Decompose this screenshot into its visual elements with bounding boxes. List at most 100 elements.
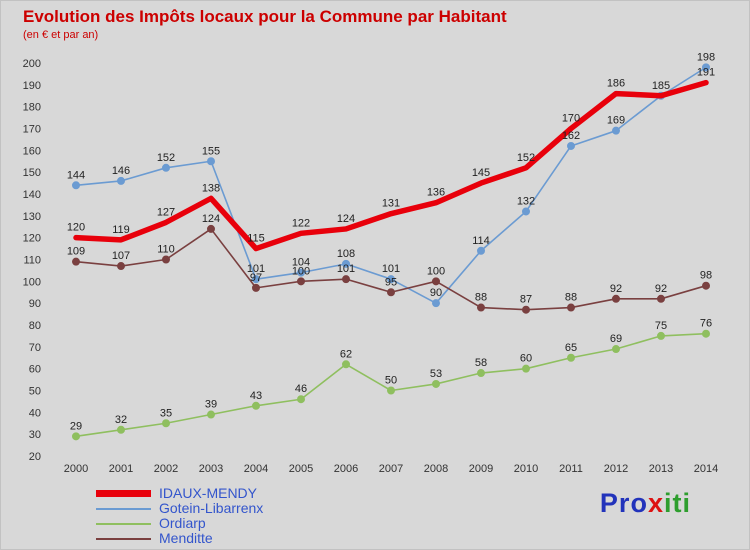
legend-label: Gotein-Libarrenx xyxy=(159,500,264,516)
data-point xyxy=(342,275,350,284)
data-label: 155 xyxy=(202,145,220,157)
data-label: 120 xyxy=(67,222,85,234)
x-tick-label: 2000 xyxy=(64,463,88,475)
data-point xyxy=(72,257,80,266)
data-label: 76 xyxy=(700,318,712,330)
data-point xyxy=(612,294,620,303)
x-tick-label: 2007 xyxy=(379,463,403,475)
data-point xyxy=(207,410,215,419)
data-point xyxy=(522,207,530,216)
data-label: 97 xyxy=(250,272,262,284)
y-tick-label: 200 xyxy=(23,58,41,70)
data-label: 29 xyxy=(70,420,82,432)
data-label: 101 xyxy=(337,263,355,275)
x-tick-label: 2005 xyxy=(289,463,313,475)
x-tick-label: 2006 xyxy=(334,463,358,475)
y-tick-label: 40 xyxy=(29,407,41,419)
chart-title: Evolution des Impôts locaux pour la Comm… xyxy=(23,7,507,26)
data-label: 107 xyxy=(112,250,130,262)
data-point xyxy=(342,360,350,369)
data-label: 146 xyxy=(112,165,130,177)
y-tick-label: 150 xyxy=(23,167,41,179)
data-label: 46 xyxy=(295,383,307,395)
data-point xyxy=(477,246,485,255)
data-label: 53 xyxy=(430,368,442,380)
data-label: 131 xyxy=(382,198,400,210)
legend-item-idaux-mendy: IDAUX-MENDY xyxy=(96,486,263,501)
data-label: 114 xyxy=(472,235,490,247)
proxiti-logo[interactable]: Proxiti xyxy=(600,488,691,519)
data-label: 75 xyxy=(655,320,667,332)
data-label: 124 xyxy=(202,213,220,225)
data-point xyxy=(612,126,620,135)
data-point xyxy=(702,281,710,290)
series-line-idaux-mendy xyxy=(73,79,709,252)
data-label: 186 xyxy=(607,78,625,90)
data-label: 98 xyxy=(700,270,712,282)
data-point xyxy=(162,163,170,172)
data-label: 132 xyxy=(517,195,535,207)
data-label: 58 xyxy=(475,357,487,369)
y-tick-label: 140 xyxy=(23,189,41,201)
data-label: 104 xyxy=(292,257,310,269)
x-tick-label: 2002 xyxy=(154,463,178,475)
data-label: 62 xyxy=(340,348,352,360)
data-point xyxy=(117,425,125,434)
y-tick-label: 60 xyxy=(29,364,41,376)
data-point xyxy=(297,277,305,286)
data-point xyxy=(117,176,125,185)
data-point xyxy=(72,432,80,441)
data-point xyxy=(657,294,665,303)
data-point xyxy=(432,379,440,388)
logo-letter: x xyxy=(647,488,664,518)
data-label: 185 xyxy=(652,80,670,92)
data-label: 152 xyxy=(517,152,535,164)
data-label: 92 xyxy=(610,283,622,295)
y-tick-label: 130 xyxy=(23,211,41,223)
y-tick-label: 120 xyxy=(23,233,41,245)
data-label: 88 xyxy=(475,292,487,304)
data-label: 101 xyxy=(247,263,265,275)
y-tick-label: 90 xyxy=(29,298,41,310)
data-label: 119 xyxy=(112,224,130,236)
chart-subtitle: (en € et par an) xyxy=(23,29,99,41)
y-tick-label: 30 xyxy=(29,429,41,441)
x-tick-label: 2008 xyxy=(424,463,448,475)
data-point xyxy=(252,401,260,410)
data-point xyxy=(297,395,305,404)
x-tick-label: 2004 xyxy=(244,463,268,475)
legend-swatch xyxy=(96,490,151,497)
logo-letter: P xyxy=(599,488,619,518)
legend-label: IDAUX-MENDY xyxy=(159,485,258,501)
data-point xyxy=(72,181,80,190)
legend-item-gotein-libarrenx: Gotein-Libarrenx xyxy=(96,501,263,516)
logo-letter: o xyxy=(630,488,648,518)
data-point xyxy=(567,353,575,362)
data-label: 162 xyxy=(562,130,580,142)
line-chart: 20 30 40 50 60 70 80 90 100 110 120 130 140 150 160 170… xyxy=(23,51,719,475)
data-label: 115 xyxy=(247,233,265,245)
data-label: 90 xyxy=(430,287,442,299)
x-tick-label: 2009 xyxy=(469,463,493,475)
x-tick-label: 2003 xyxy=(199,463,223,475)
data-point xyxy=(612,345,620,354)
logo-letter: r xyxy=(618,488,631,518)
data-point xyxy=(342,259,350,268)
data-label: 127 xyxy=(157,206,175,218)
x-tick-label: 2011 xyxy=(559,463,583,475)
x-tick-label: 2012 xyxy=(604,463,628,475)
y-tick-label: 170 xyxy=(23,124,41,136)
data-label: 87 xyxy=(520,294,532,306)
data-point xyxy=(117,262,125,271)
data-label: 50 xyxy=(385,375,397,387)
data-label: 198 xyxy=(697,51,715,63)
data-point xyxy=(702,63,710,72)
data-point xyxy=(162,419,170,428)
data-label: 122 xyxy=(292,217,310,229)
data-label: 88 xyxy=(565,292,577,304)
data-label: 92 xyxy=(655,283,667,295)
y-tick-label: 80 xyxy=(29,320,41,332)
x-tick-label: 2013 xyxy=(649,463,673,475)
logo-letter: i xyxy=(663,488,673,518)
